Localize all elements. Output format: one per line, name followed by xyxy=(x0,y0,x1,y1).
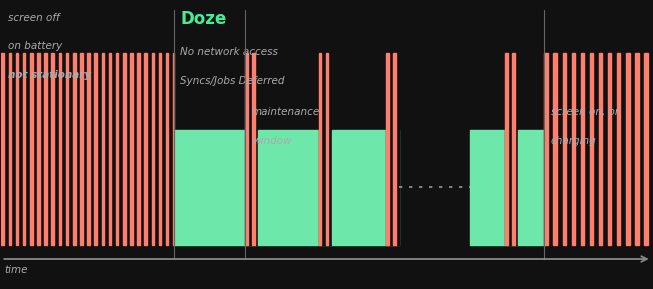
Bar xyxy=(16,53,18,245)
Bar xyxy=(166,53,168,245)
Bar xyxy=(617,53,620,245)
Text: screen off: screen off xyxy=(8,13,59,23)
Bar xyxy=(246,130,258,245)
Bar xyxy=(80,53,83,245)
Text: Doze: Doze xyxy=(180,10,227,28)
Bar xyxy=(144,53,147,245)
Bar xyxy=(635,53,639,245)
Text: not stationary: not stationary xyxy=(8,70,91,80)
Bar xyxy=(599,53,602,245)
Bar xyxy=(151,53,154,245)
Bar xyxy=(44,53,47,245)
Bar xyxy=(545,53,548,245)
Bar xyxy=(394,53,396,245)
Bar xyxy=(246,53,248,245)
Bar xyxy=(95,53,97,245)
Bar xyxy=(505,53,508,245)
Bar xyxy=(258,130,319,245)
Bar xyxy=(108,53,111,245)
Bar xyxy=(123,53,125,245)
Text: window: window xyxy=(251,136,291,146)
Bar xyxy=(319,130,332,245)
Bar xyxy=(571,53,575,245)
Bar xyxy=(88,53,90,245)
Bar xyxy=(73,53,76,245)
Bar xyxy=(626,53,629,245)
Bar xyxy=(645,53,648,245)
Bar xyxy=(319,53,332,245)
Bar xyxy=(174,130,246,245)
Text: No network access: No network access xyxy=(180,47,278,57)
Bar xyxy=(505,53,518,245)
Bar xyxy=(545,53,652,245)
Bar xyxy=(1,53,4,245)
Bar xyxy=(513,53,515,245)
Bar xyxy=(101,53,104,245)
Bar xyxy=(505,130,518,245)
Bar xyxy=(137,53,140,245)
Bar xyxy=(1,53,174,245)
Text: Syncs/Jobs Deferred: Syncs/Jobs Deferred xyxy=(180,76,285,86)
Bar xyxy=(116,53,118,245)
Text: screen on, or: screen on, or xyxy=(551,107,619,117)
Bar xyxy=(59,53,61,245)
Bar xyxy=(332,130,387,245)
Bar xyxy=(30,53,33,245)
Bar xyxy=(52,53,54,245)
Bar xyxy=(518,130,545,245)
Bar xyxy=(246,53,258,245)
Bar xyxy=(8,53,11,245)
Bar xyxy=(130,53,133,245)
Bar xyxy=(387,130,400,245)
Bar xyxy=(326,53,328,245)
Text: charging: charging xyxy=(551,136,597,146)
Text: time: time xyxy=(5,265,28,275)
Bar xyxy=(562,53,565,245)
Bar xyxy=(252,53,255,245)
Bar xyxy=(590,53,593,245)
Bar xyxy=(387,53,400,245)
Bar xyxy=(66,53,69,245)
Bar xyxy=(319,53,321,245)
Bar xyxy=(554,53,556,245)
Bar xyxy=(159,53,161,245)
Bar xyxy=(387,53,389,245)
Bar xyxy=(37,53,40,245)
Bar xyxy=(470,130,505,245)
Bar xyxy=(581,53,584,245)
Bar xyxy=(608,53,611,245)
Bar xyxy=(23,53,25,245)
Text: maintenance: maintenance xyxy=(251,107,320,117)
Text: on battery: on battery xyxy=(8,41,62,51)
